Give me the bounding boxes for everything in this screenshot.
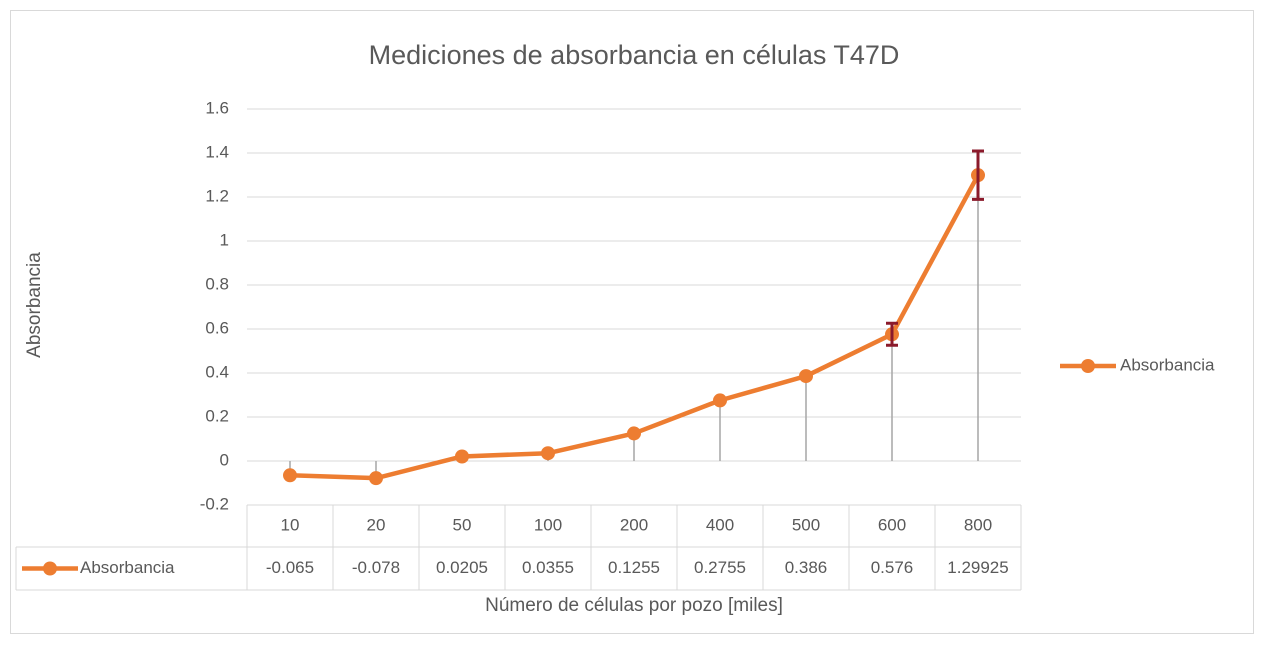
marker: [369, 471, 383, 486]
y-axis-label: Absorbancia: [24, 252, 45, 358]
chart-border: [10, 10, 1254, 634]
table-value: -0.065: [266, 558, 314, 577]
x-tick-label: 800: [964, 515, 992, 534]
marker: [627, 426, 641, 441]
table-value: 0.1255: [608, 558, 660, 577]
y-tick-label: -0.2: [200, 494, 229, 513]
x-tick-label: 500: [792, 515, 820, 534]
table-value: 1.29925: [947, 558, 1008, 577]
table-value: 0.0355: [522, 558, 574, 577]
table-legend-key: [43, 561, 57, 576]
chart-title: Mediciones de absorbancia en células T47…: [369, 40, 900, 70]
y-tick-label: 0.8: [205, 274, 229, 293]
error-bar: [886, 321, 898, 347]
table-value: -0.078: [352, 558, 400, 577]
y-tick-label: 1.2: [205, 186, 229, 205]
y-tick-label: 0: [220, 450, 229, 469]
x-tick-label: 400: [706, 515, 734, 534]
error-bar: [972, 149, 984, 201]
x-tick-label: 600: [878, 515, 906, 534]
table-value: 0.2755: [694, 558, 746, 577]
y-tick-label: 0.2: [205, 406, 229, 425]
y-tick-label: 0.6: [205, 318, 229, 337]
legend-label: Absorbancia: [1120, 355, 1215, 374]
legend-key: [1081, 359, 1095, 373]
table-value: 0.386: [785, 558, 828, 577]
marker: [799, 369, 813, 384]
x-tick-label: 10: [281, 515, 300, 534]
marker: [283, 468, 297, 483]
table-series-name: Absorbancia: [80, 558, 175, 577]
marker: [713, 393, 727, 408]
y-tick-label: 1.4: [205, 142, 229, 161]
marker: [541, 446, 555, 461]
x-axis-label: Número de células por pozo [miles]: [485, 595, 783, 616]
y-tick-label: 1: [220, 230, 229, 249]
table-value: 0.576: [871, 558, 914, 577]
x-tick-label: 200: [620, 515, 648, 534]
table-value: 0.0205: [436, 558, 488, 577]
y-tick-label: 0.4: [205, 362, 229, 381]
marker: [455, 449, 469, 464]
y-tick-label: 1.6: [205, 98, 229, 117]
x-tick-label: 50: [453, 515, 472, 534]
x-tick-label: 20: [367, 515, 386, 534]
x-tick-label: 100: [534, 515, 562, 534]
